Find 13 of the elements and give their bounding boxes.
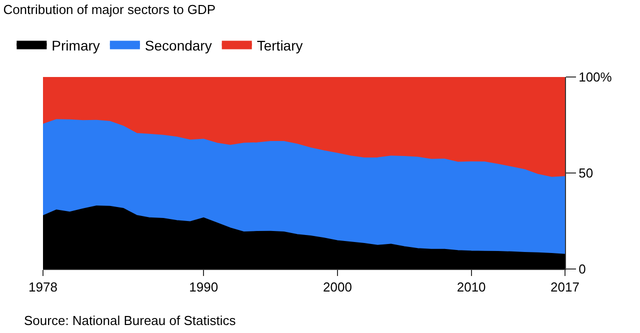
- chart-title: Contribution of major sectors to GDP: [3, 2, 216, 18]
- x-tick-label: 2010: [456, 280, 486, 295]
- x-tick-label: 2017: [550, 280, 580, 295]
- y-tick-label: 100%: [578, 70, 612, 85]
- y-tick-label: 50: [578, 166, 594, 181]
- x-tick-label: 1978: [28, 280, 58, 295]
- legend-label: Primary: [52, 38, 100, 54]
- legend-label: Tertiary: [256, 38, 303, 54]
- y-tick-label: 0: [578, 262, 586, 277]
- source-note: Source: National Bureau of Statistics: [24, 313, 236, 328]
- x-tick-label: 1990: [189, 280, 218, 295]
- x-tick-label: 2000: [323, 280, 352, 295]
- legend-label: Secondary: [144, 38, 212, 54]
